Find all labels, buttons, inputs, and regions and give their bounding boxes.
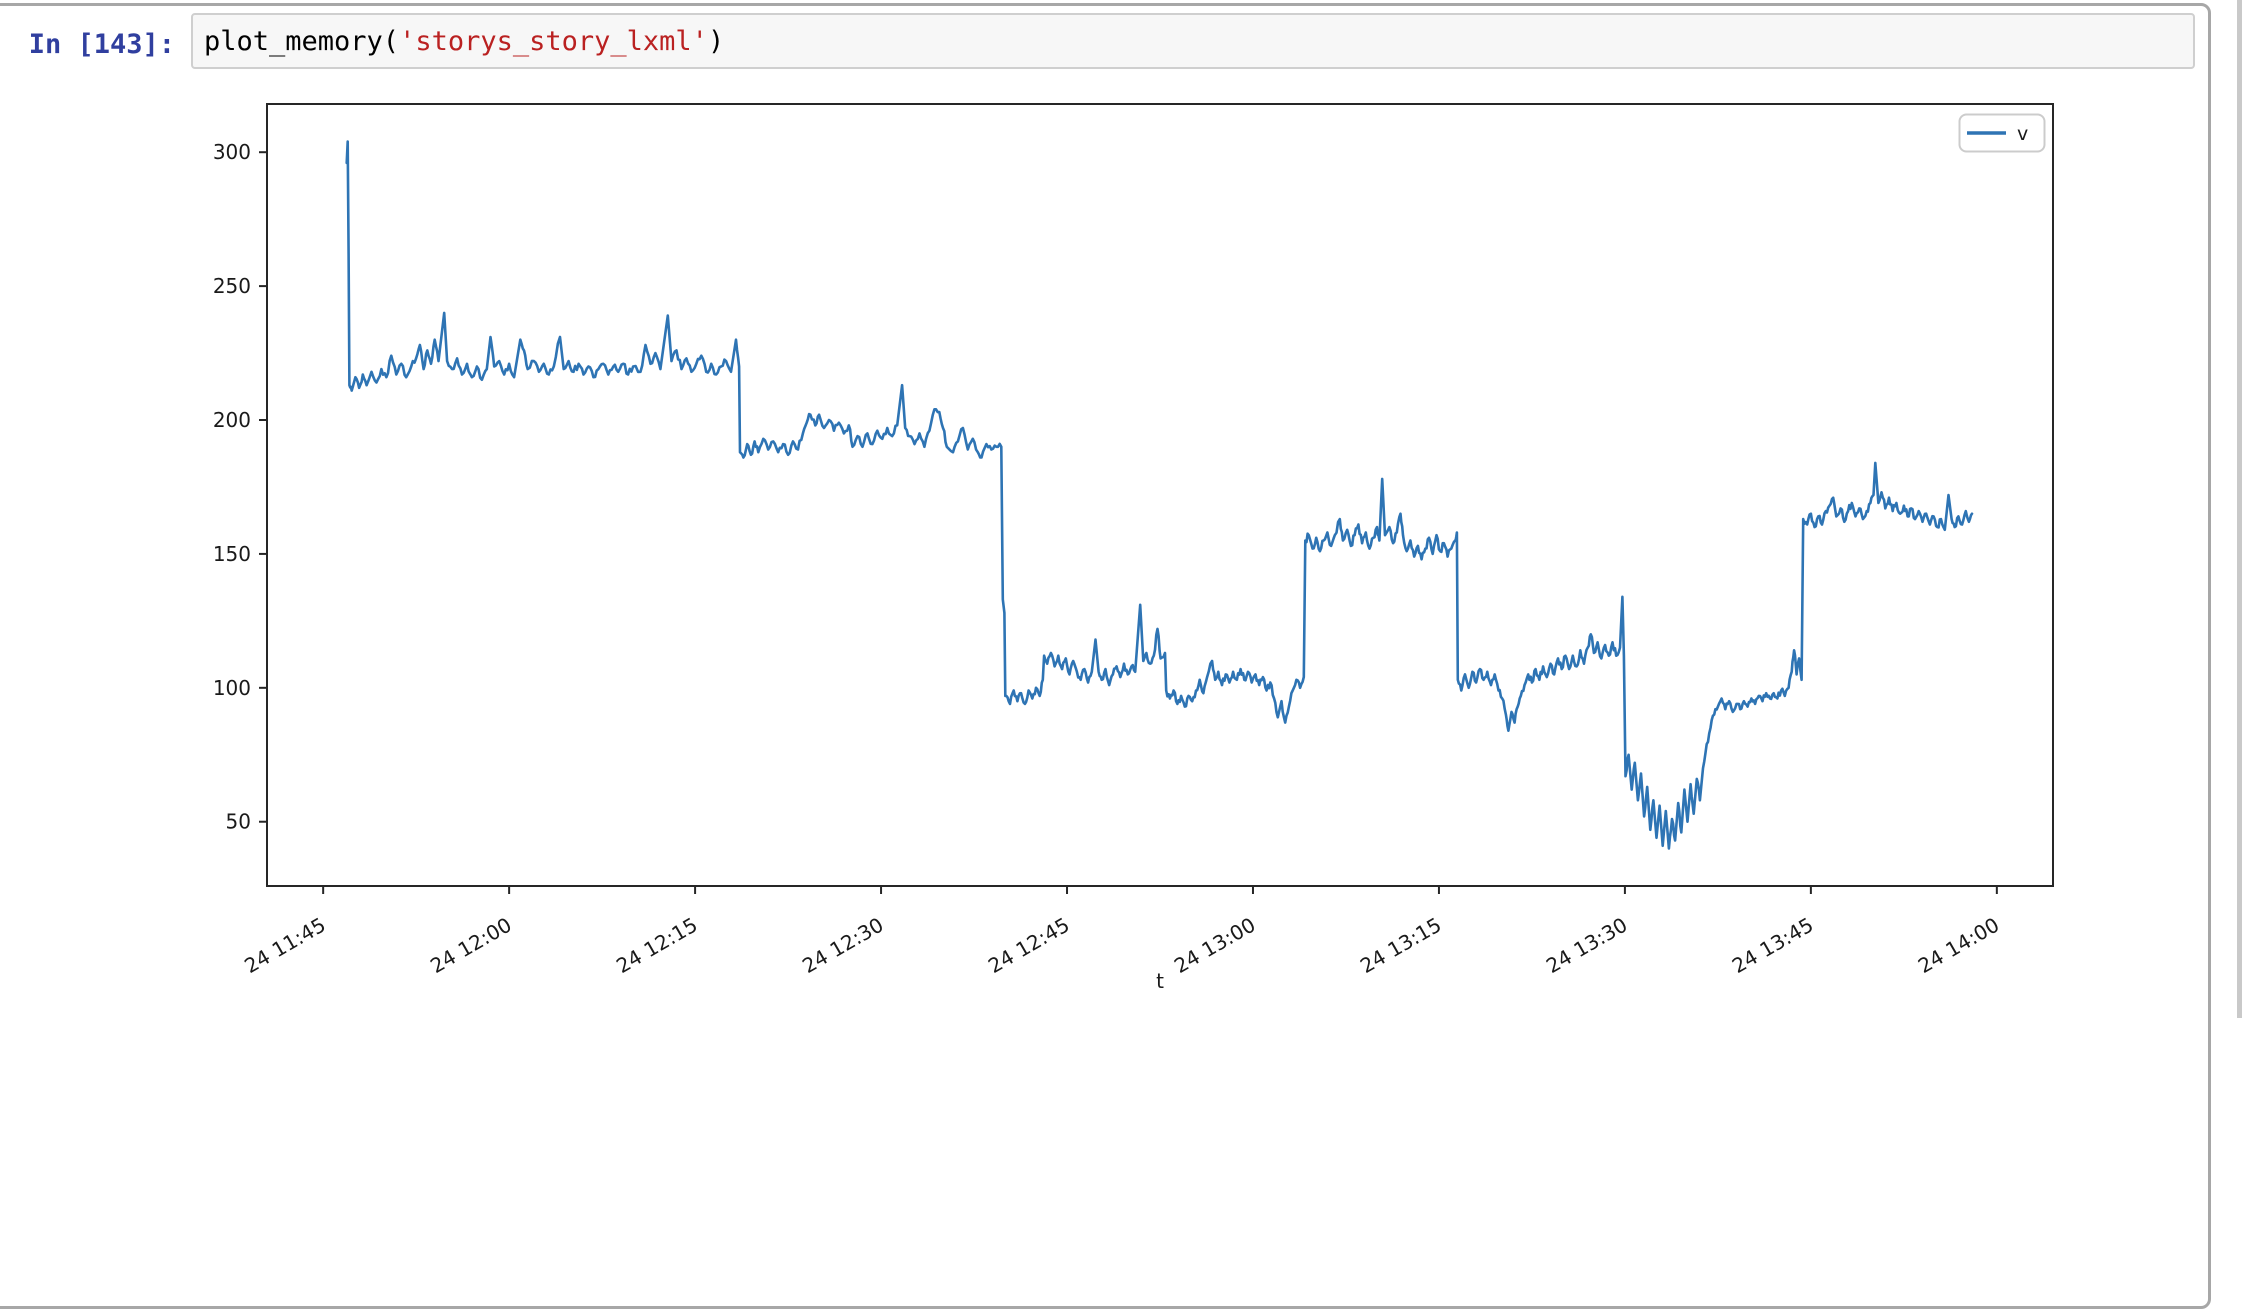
y-tick-label: 50 [226, 810, 251, 834]
x-tick-label: 24 13:00 [1170, 913, 1259, 979]
x-tick-label: 24 12:15 [612, 913, 701, 979]
legend: v [1958, 113, 2046, 153]
x-axis-ticks: 24 11:45 24 12:00 24 12:15 24 12:30 24 12:45… [240, 886, 2003, 978]
input-prompt: In [143]: [28, 29, 175, 60]
plot-area: 24 11:45 24 12:00 24 12:15 24 12:30 24 12:45… [213, 103, 2054, 993]
x-tick-label: 24 12:45 [984, 913, 1073, 979]
series-line-v [345, 140, 1974, 850]
x-tick-label: 24 13:15 [1356, 913, 1445, 979]
code-string-literal: 'storys_story_lxml' [399, 25, 708, 57]
legend-label: v [2017, 123, 2028, 145]
code-line[interactable]: plot_memory('storys_story_lxml') [193, 26, 724, 57]
x-tick-label: 24 11:45 [240, 913, 329, 979]
x-tick-label: 24 12:30 [798, 913, 887, 979]
y-tick-label: 200 [213, 408, 251, 432]
y-tick-label: 300 [213, 140, 251, 164]
y-tick-label: 150 [213, 542, 251, 566]
x-tick-label: 24 13:30 [1542, 913, 1631, 979]
x-tick-label: 24 14:00 [1914, 913, 2003, 979]
code-input-area[interactable]: plot_memory('storys_story_lxml') [191, 13, 2195, 69]
plot-frame [266, 103, 2054, 887]
code-call-close: ) [707, 25, 725, 57]
matplotlib-figure: 24 11:45 24 12:00 24 12:15 24 12:30 24 12:45… [213, 103, 2054, 993]
y-tick-label: 250 [213, 274, 251, 298]
x-tick-label: 24 12:00 [426, 913, 515, 979]
code-call-open: plot_memory( [204, 25, 400, 57]
x-tick-label: 24 13:45 [1728, 913, 1817, 979]
x-axis-title: t [1156, 969, 1164, 993]
y-tick-label: 100 [213, 676, 251, 700]
y-axis-ticks: 50 100 150 200 250 300 [213, 140, 267, 834]
scrollbar[interactable] [2237, 0, 2242, 1018]
